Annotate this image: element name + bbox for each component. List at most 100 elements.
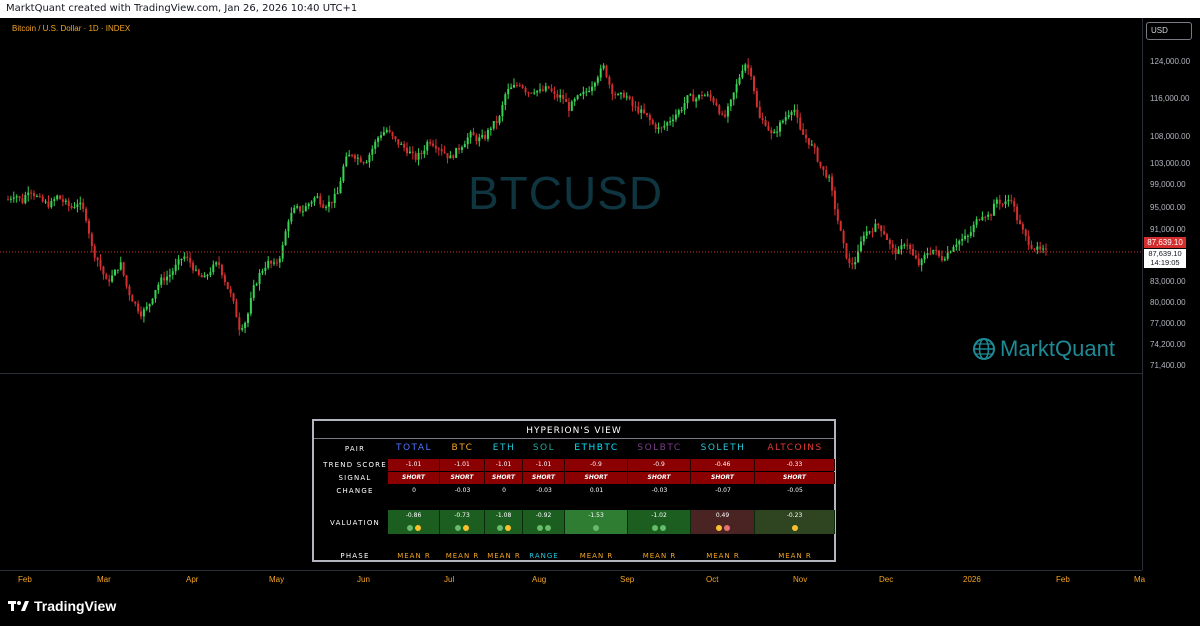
candle-body	[683, 103, 686, 110]
candle-body	[400, 143, 403, 145]
candle-body	[345, 156, 348, 167]
candle-body	[674, 114, 677, 120]
pair-header: ETHBTC	[574, 443, 619, 453]
candle-body	[423, 150, 426, 155]
candle-body	[761, 117, 764, 121]
candle-body	[654, 124, 657, 130]
candle-body	[330, 201, 333, 203]
candle-body	[669, 121, 672, 123]
candle-body	[339, 181, 342, 194]
tradingview-logo[interactable]: TradingView	[8, 598, 116, 614]
hyperion-view-panel: HYPERION'S VIEW PAIR TREND SCORE SIGNAL …	[312, 419, 836, 562]
candle-body	[507, 88, 510, 95]
candle-body	[917, 258, 920, 266]
candle-body	[547, 86, 550, 89]
candle-body	[524, 88, 527, 93]
candle-body	[252, 285, 255, 299]
candle-body	[958, 240, 961, 245]
candle-body	[322, 204, 325, 208]
currency-button[interactable]: USD	[1146, 22, 1192, 40]
candle-body	[920, 259, 923, 266]
candle-body	[197, 269, 200, 276]
candle-body	[368, 154, 371, 163]
change-cell: -0.03	[454, 487, 471, 494]
candle-body	[140, 311, 143, 317]
valuation-dots	[691, 522, 755, 534]
candle-body	[316, 196, 319, 198]
candle-body	[703, 95, 706, 97]
candle-body	[426, 142, 429, 151]
candle-body	[825, 170, 828, 178]
signal-cell: SHORT	[440, 472, 485, 484]
brand-text: MarktQuant	[1000, 336, 1115, 361]
panel-divider	[314, 438, 834, 439]
candle-body	[336, 193, 339, 195]
candle-body	[342, 166, 345, 182]
candle-body	[617, 94, 620, 96]
price-axis[interactable]	[1142, 18, 1200, 570]
status-dot-icon	[536, 524, 543, 531]
candle-body	[550, 88, 553, 92]
candle-body	[744, 64, 747, 71]
candle-body	[460, 147, 463, 150]
candle-body	[906, 244, 909, 246]
candle-body	[440, 149, 443, 152]
candle-body	[189, 257, 192, 263]
change-cell: -0.03	[536, 487, 552, 494]
candle-body	[521, 85, 524, 89]
candle-body	[53, 199, 56, 202]
status-dot-icon	[652, 524, 658, 531]
candle-body	[608, 76, 611, 85]
month-label: Sep	[620, 575, 635, 584]
candle-body	[787, 115, 790, 118]
candle-body	[475, 135, 478, 142]
pane-separator[interactable]	[0, 373, 1142, 374]
candle-body	[270, 260, 273, 264]
candle-body	[593, 82, 596, 87]
candle-body	[857, 251, 860, 263]
panel-title: HYPERION'S VIEW	[526, 426, 622, 436]
candle-body	[854, 262, 857, 265]
candle-body	[38, 196, 41, 198]
candle-body	[313, 197, 316, 202]
candle-body	[839, 220, 842, 231]
candle-body	[96, 257, 99, 261]
candle-body	[59, 195, 62, 200]
candle-body	[518, 85, 521, 87]
valuation-dots	[628, 522, 691, 534]
candle-body	[299, 206, 302, 212]
candle-body	[1001, 203, 1004, 205]
candle-body	[605, 65, 608, 77]
candle-body	[111, 275, 114, 282]
change-cell: -0.07	[715, 487, 731, 494]
candle-body	[301, 211, 304, 213]
candle-body	[556, 94, 559, 98]
candle-body	[434, 145, 437, 149]
signal-cell: SHORT	[755, 472, 835, 484]
candle-body	[171, 271, 174, 275]
candle-body	[562, 95, 565, 100]
candle-body	[643, 109, 646, 114]
candle-body	[388, 129, 391, 133]
candle-body	[940, 256, 943, 261]
valuation-dots	[485, 522, 523, 534]
candle-body	[935, 249, 938, 251]
top-caption-bar: MarktQuant created with TradingView.com,…	[0, 0, 1200, 18]
candle-body	[836, 209, 839, 221]
candle-body	[770, 130, 773, 134]
candle-body	[241, 328, 244, 330]
candle-body	[625, 96, 628, 98]
candle-body	[1016, 206, 1019, 221]
candle-body	[923, 255, 926, 260]
footer	[0, 586, 1200, 626]
pair-header: SOLBTC	[637, 443, 682, 453]
candle-body	[903, 244, 906, 246]
time-axis[interactable]: Feb Mar Apr May Jun Jul Aug Sep Oct Nov Dec 2026 Feb…	[0, 570, 1145, 587]
candle-body	[391, 132, 394, 137]
symbol-watermark: BTCUSD	[468, 167, 664, 219]
candle-body	[698, 94, 701, 99]
caption-text: MarktQuant created with TradingView.com,…	[6, 3, 358, 14]
month-label: Nov	[793, 575, 808, 584]
candle-body	[212, 264, 215, 273]
candle-body	[420, 152, 423, 155]
